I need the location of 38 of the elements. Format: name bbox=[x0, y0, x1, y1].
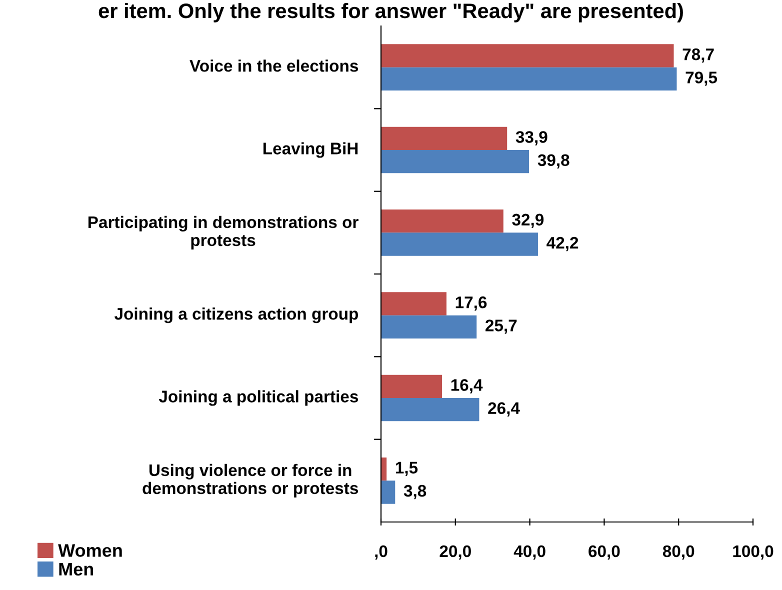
legend-label: Men bbox=[59, 563, 94, 576]
bar bbox=[381, 480, 396, 504]
bar bbox=[381, 315, 477, 338]
x-tick-label: 40,0 bbox=[514, 545, 546, 560]
data-label: 1,5 bbox=[396, 462, 418, 476]
y-tick-label: Leaving BiH bbox=[263, 142, 358, 158]
bar bbox=[381, 67, 677, 90]
data-label: 39,8 bbox=[538, 154, 570, 168]
bar bbox=[381, 232, 538, 256]
bar bbox=[381, 44, 674, 68]
bar bbox=[381, 210, 504, 233]
x-tick-label: 100,0 bbox=[733, 545, 774, 560]
data-label: 25,7 bbox=[486, 320, 517, 334]
data-label: 79,5 bbox=[686, 72, 718, 86]
bar bbox=[381, 126, 508, 150]
y-tick-label: Using violence or force in demonstrations or protests bbox=[142, 464, 358, 498]
y-tick-label: Joining a political parties bbox=[158, 390, 358, 406]
data-label: 32,9 bbox=[512, 214, 544, 228]
y-tick-label: Joining a citizens action group bbox=[114, 308, 358, 324]
bar bbox=[381, 398, 480, 422]
x-tick-label: 60,0 bbox=[588, 545, 620, 560]
data-label: 17,6 bbox=[456, 296, 487, 311]
data-label: 16,4 bbox=[451, 379, 483, 394]
x-tick-label: 20,0 bbox=[440, 545, 471, 560]
bar bbox=[381, 292, 446, 316]
y-tick-label: Voice in the elections bbox=[190, 60, 358, 72]
y-tick-label: Participating in demonstrations or protests bbox=[88, 216, 358, 250]
x-tick-label: 80,0 bbox=[662, 545, 694, 560]
data-label: 78,7 bbox=[682, 48, 714, 63]
x-tick-label: ,0 bbox=[375, 545, 388, 560]
data-label: 3,8 bbox=[404, 484, 426, 500]
data-label: 42,2 bbox=[546, 236, 578, 252]
legend-label: Women bbox=[58, 544, 122, 557]
chart-title: er item. Only the results for answer "Ready" are presented) bbox=[98, 2, 683, 22]
data-label: 26,4 bbox=[488, 402, 520, 416]
bar bbox=[381, 374, 442, 398]
bar bbox=[381, 150, 530, 174]
data-label: 33,9 bbox=[516, 131, 548, 146]
